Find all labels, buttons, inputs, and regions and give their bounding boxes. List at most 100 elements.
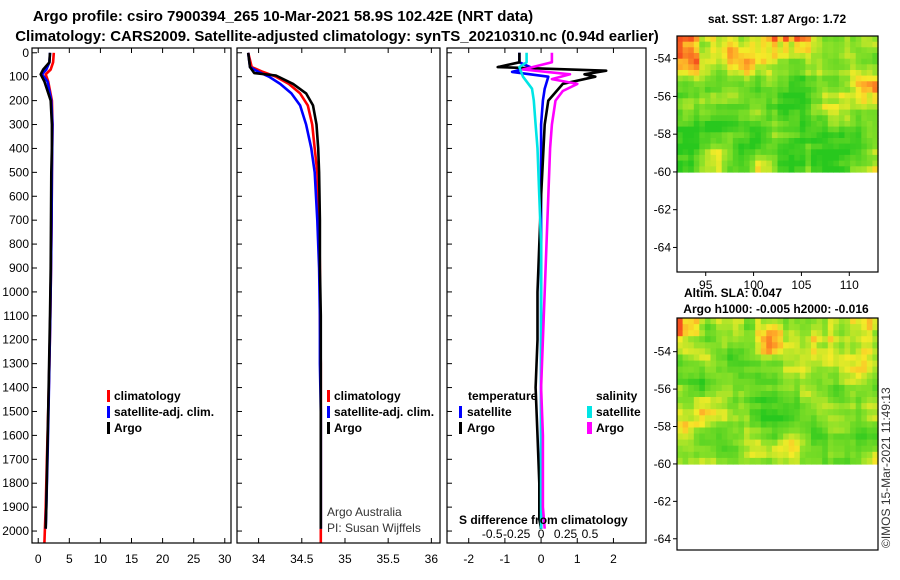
heatmap-cell (838, 360, 846, 368)
heatmap-cell (861, 378, 868, 386)
heatmap-cell (744, 115, 751, 122)
heatmap-cell (872, 366, 879, 374)
heatmap-cell (760, 384, 767, 392)
heatmap-cell (727, 360, 734, 368)
heatmap-cell (866, 115, 873, 122)
heatmap-cell (688, 330, 695, 337)
heatmap-cell (794, 36, 801, 43)
heatmap-cell (850, 324, 857, 331)
heatmap-cell (693, 149, 700, 156)
heatmap-cell (844, 427, 851, 435)
heatmap-cell (749, 138, 756, 145)
heatmap-cell (838, 70, 846, 77)
heatmap-cell (727, 92, 734, 99)
heatmap-cell (788, 115, 795, 122)
heatmap-cell (727, 433, 734, 441)
heatmap-cell (866, 98, 873, 105)
heatmap-cell (816, 149, 823, 156)
heatmap-cell (827, 58, 834, 65)
heatmap-cell (816, 143, 823, 150)
heatmap-cell (833, 143, 840, 150)
heatmap-cell (771, 451, 779, 459)
heatmap-cell (766, 64, 773, 71)
heatmap-cell (850, 330, 857, 337)
heatmap-cell (861, 166, 868, 173)
lon-tick-label: 95 (699, 278, 713, 292)
heatmap-cell (699, 109, 706, 116)
heatmap-cell (788, 330, 795, 337)
heatmap-cell (783, 126, 790, 133)
sst-map-title: sat. SST: 1.87 Argo: 1.72 (708, 12, 847, 26)
heatmap-cell (682, 433, 689, 441)
heatmap-cell (727, 318, 734, 325)
heatmap-cell (794, 160, 801, 167)
heatmap-cell (693, 384, 700, 392)
heatmap-cell (799, 143, 806, 150)
heatmap-cell (688, 439, 695, 447)
heatmap-cell (794, 354, 801, 362)
heatmap-cell (693, 318, 700, 325)
heatmap-cell (771, 143, 779, 150)
imos-credit: ©IMOS 15-Mar-2021 11:49:13 (879, 387, 893, 548)
heatmap-cell (833, 427, 840, 435)
heatmap-cell (704, 415, 712, 422)
heatmap-cell (799, 348, 806, 356)
heatmap-cell (783, 445, 790, 453)
heatmap-cell (721, 143, 728, 150)
signature-line1: Argo Australia (327, 505, 402, 519)
y-tick-label: 700 (9, 213, 29, 227)
heatmap-cell (727, 445, 734, 453)
heatmap-cell (699, 384, 706, 392)
heatmap-cell (732, 115, 739, 122)
difference-profile-panel: -2 -1 0 1 2-0.5 -0.25 0 0.25 0.5 temperature sat… (446, 47, 647, 566)
x-tick-label: 35.5 (376, 552, 400, 566)
heatmap-cell (744, 98, 751, 105)
heatmap-cell (844, 115, 851, 122)
heatmap-cell (738, 132, 745, 139)
heatmap-cell (777, 318, 784, 325)
heatmap-cell (816, 397, 823, 404)
heatmap-cell (704, 160, 712, 167)
heatmap-cell (760, 342, 767, 349)
heatmap-cell (771, 53, 779, 60)
heatmap-cell (799, 439, 806, 447)
heatmap-cell (727, 87, 734, 94)
heatmap-cell (755, 53, 762, 60)
heatmap-cell (732, 433, 739, 441)
heatmap-cell (704, 166, 712, 173)
heatmap-cell (850, 366, 857, 374)
heatmap-cell (727, 372, 734, 380)
heatmap-cell (805, 132, 812, 139)
heatmap-cell (794, 342, 801, 349)
heatmap-cell (783, 160, 790, 167)
heatmap-cell (766, 415, 773, 422)
heatmap-cell (850, 64, 857, 71)
heatmap-cell (777, 75, 784, 82)
heatmap-cell (844, 348, 851, 356)
heatmap-cell (688, 109, 695, 116)
heatmap-cell (850, 109, 857, 116)
series-line-climatology (246, 52, 323, 543)
x-tick-label: 35 (338, 552, 352, 566)
heatmap-cell (744, 132, 751, 139)
heatmap-cell (872, 41, 879, 48)
heatmap-cell (822, 348, 829, 356)
heatmap-cell (850, 421, 857, 429)
heatmap-cell (682, 41, 689, 48)
heatmap-cell (827, 439, 834, 447)
heatmap-cell (716, 98, 723, 105)
heatmap-cell (799, 360, 806, 368)
heatmap-cell (699, 143, 706, 150)
heatmap-cell (861, 372, 868, 380)
heatmap-cell (766, 403, 773, 410)
heatmap-cell (811, 138, 818, 145)
heatmap-cell (822, 372, 829, 380)
heatmap-cell (866, 427, 873, 435)
heatmap-cell (805, 457, 812, 465)
x-tick-label: 25 (187, 552, 201, 566)
heatmap-cell (850, 166, 857, 173)
heatmap-cell (688, 75, 695, 82)
heatmap-cell (783, 53, 790, 60)
heatmap-cell (850, 397, 857, 404)
heatmap-cell (677, 138, 684, 145)
